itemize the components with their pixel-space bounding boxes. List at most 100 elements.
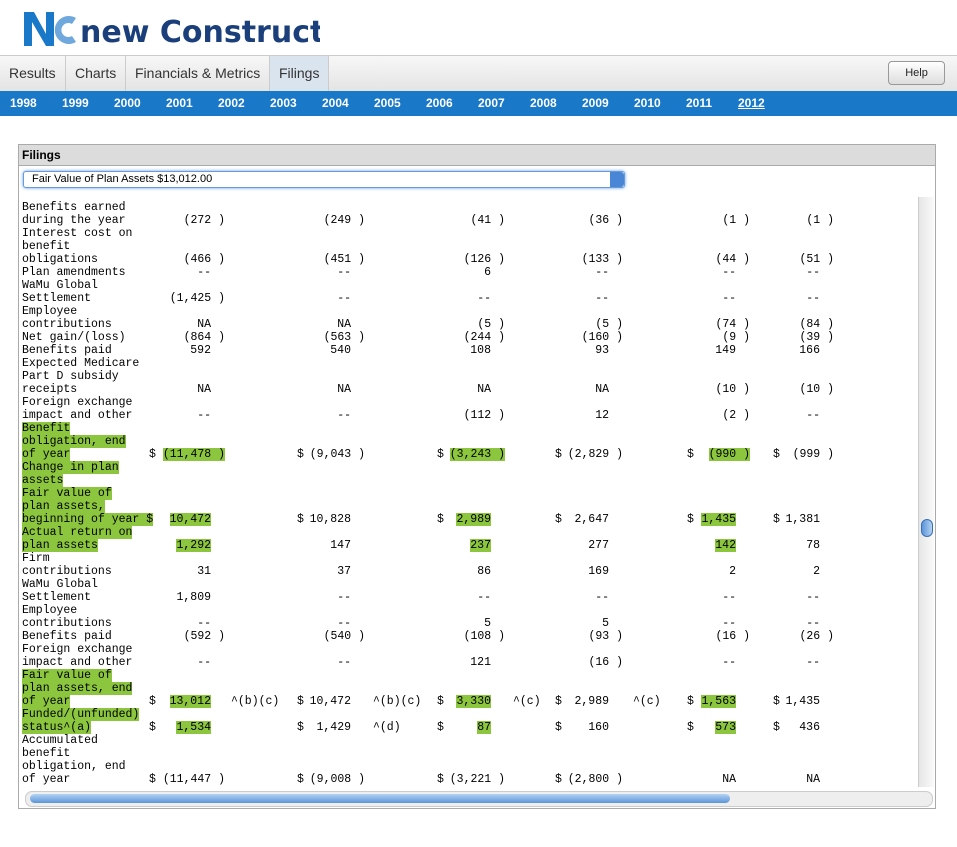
cell-value: 2 bbox=[813, 565, 820, 578]
table-row: impact and other -- -- 121 (16 ) -- -- bbox=[22, 656, 917, 669]
row-label: Foreign exchange bbox=[22, 396, 133, 409]
cell-value: (540 ) bbox=[323, 630, 365, 643]
cell-value: (563 ) bbox=[323, 331, 365, 344]
tab[interactable]: Financials & Metrics bbox=[126, 56, 271, 91]
tab[interactable]: Filings bbox=[270, 56, 330, 91]
cell-value: 37 bbox=[337, 565, 351, 578]
cell-value: -- bbox=[806, 292, 820, 305]
cell-value: 1,381 bbox=[785, 513, 820, 526]
cell-value: -- bbox=[595, 591, 609, 604]
year-link[interactable]: 2010 bbox=[634, 96, 661, 110]
row-label: Funded/(unfunded) bbox=[22, 708, 140, 721]
row-label: Fair value of bbox=[22, 487, 112, 500]
tab[interactable]: Results bbox=[0, 56, 66, 91]
cell-value: 121 bbox=[470, 656, 491, 669]
currency: $ bbox=[297, 721, 304, 734]
cell-value: (51 ) bbox=[799, 253, 834, 266]
table-row: Benefits paid (592 ) (540 ) (108 ) (93 ) (16 … bbox=[22, 630, 917, 643]
cell-value: 1,429 bbox=[316, 721, 351, 734]
year-link[interactable]: 2001 bbox=[166, 96, 193, 110]
currency: $ bbox=[687, 448, 694, 461]
select-arrow bbox=[610, 172, 624, 187]
currency: $ bbox=[555, 773, 562, 786]
table-row: Fair value of bbox=[22, 487, 917, 500]
year-link[interactable]: 2011 bbox=[686, 96, 713, 110]
cell-value: -- bbox=[722, 266, 736, 279]
row-label: obligations bbox=[22, 253, 98, 266]
cell-value: 166 bbox=[799, 344, 820, 357]
currency: $ bbox=[687, 721, 694, 734]
filing-table: Benefits earned during the year (272 ) (249… bbox=[19, 190, 917, 790]
table-row: Settlement (1,425 ) -- -- -- -- -- bbox=[22, 292, 917, 305]
cell-value: NA bbox=[197, 383, 211, 396]
cell-value: (36 ) bbox=[588, 214, 623, 227]
cell-value: 12 bbox=[595, 409, 609, 422]
year-link[interactable]: 2000 bbox=[114, 96, 141, 110]
cell-value: (84 ) bbox=[799, 318, 834, 331]
cell-value: -- bbox=[722, 617, 736, 630]
cell-value: (10 ) bbox=[715, 383, 750, 396]
filing-select[interactable]: Fair Value of Plan Assets $13,012.00 bbox=[23, 171, 625, 188]
table-row: Expected Medicare bbox=[22, 357, 917, 370]
year-link[interactable]: 2012 bbox=[738, 96, 765, 110]
year-link[interactable]: 2004 bbox=[322, 96, 349, 110]
scroll-thumb[interactable] bbox=[30, 794, 730, 803]
cell-value: -- bbox=[477, 591, 491, 604]
table-row: Foreign exchange bbox=[22, 643, 917, 656]
year-link[interactable]: 2003 bbox=[270, 96, 297, 110]
row-label: Interest cost on bbox=[22, 227, 133, 240]
year-link[interactable]: 2007 bbox=[478, 96, 505, 110]
row-label: plan assets, end bbox=[22, 682, 133, 695]
cell-value: 277 bbox=[588, 539, 609, 552]
row-label: plan assets bbox=[22, 539, 98, 552]
cell-value: (16 ) bbox=[588, 656, 623, 669]
cell-value: NA bbox=[595, 383, 609, 396]
table-row: receipts NA NA NA NA (10 ) (10 ) bbox=[22, 383, 917, 396]
cell-value: (5 ) bbox=[477, 318, 505, 331]
row-label: obligation, end bbox=[22, 435, 126, 448]
tab[interactable]: Charts bbox=[66, 56, 127, 91]
currency: $ bbox=[773, 513, 780, 526]
row-label: assets bbox=[22, 474, 64, 487]
scroll-thumb[interactable] bbox=[921, 519, 933, 537]
row-label: Fair value of bbox=[22, 669, 112, 682]
cell-value: (466 ) bbox=[183, 253, 225, 266]
row-label: Actual return on bbox=[22, 526, 133, 539]
cell-value: 2,989 bbox=[456, 513, 491, 526]
row-label: Foreign exchange bbox=[22, 643, 133, 656]
year-link[interactable]: 2009 bbox=[582, 96, 609, 110]
table-row: WaMu Global bbox=[22, 279, 917, 292]
year-link[interactable]: 1999 bbox=[62, 96, 89, 110]
table-row: Benefits earned bbox=[22, 201, 917, 214]
footnote: ^(b)(c) bbox=[231, 695, 280, 708]
year-link[interactable]: 2008 bbox=[530, 96, 557, 110]
year-link[interactable]: 2002 bbox=[218, 96, 245, 110]
currency: $ bbox=[149, 721, 156, 734]
horizontal-scrollbar[interactable] bbox=[25, 791, 933, 807]
row-label: status^(a) bbox=[22, 721, 92, 734]
help-button[interactable]: Help bbox=[888, 61, 945, 85]
cell-value: (1 ) bbox=[806, 214, 834, 227]
cell-value: (9,043 ) bbox=[309, 448, 365, 461]
year-link[interactable]: 2005 bbox=[374, 96, 401, 110]
currency: $ bbox=[297, 448, 304, 461]
row-label: during the year bbox=[22, 214, 126, 227]
table-row: obligation, end bbox=[22, 435, 917, 448]
cell-value: (44 ) bbox=[715, 253, 750, 266]
panel-title: Filings bbox=[19, 145, 935, 166]
vertical-scrollbar[interactable] bbox=[918, 197, 934, 787]
brand: new Constructs bbox=[80, 15, 320, 50]
year-link[interactable]: 1998 bbox=[10, 96, 37, 110]
cell-value: (864 ) bbox=[183, 331, 225, 344]
logo-mark bbox=[54, 16, 76, 44]
currency: $ bbox=[555, 448, 562, 461]
year-link[interactable]: 2006 bbox=[426, 96, 453, 110]
cell-value: 86 bbox=[477, 565, 491, 578]
row-label: WaMu Global bbox=[22, 578, 98, 591]
row-label: contributions bbox=[22, 617, 112, 630]
cell-value: (2 ) bbox=[722, 409, 750, 422]
cell-value: 436 bbox=[799, 721, 820, 734]
cell-value: 108 bbox=[470, 344, 491, 357]
cell-value: 540 bbox=[330, 344, 351, 357]
currency: $ bbox=[437, 513, 444, 526]
